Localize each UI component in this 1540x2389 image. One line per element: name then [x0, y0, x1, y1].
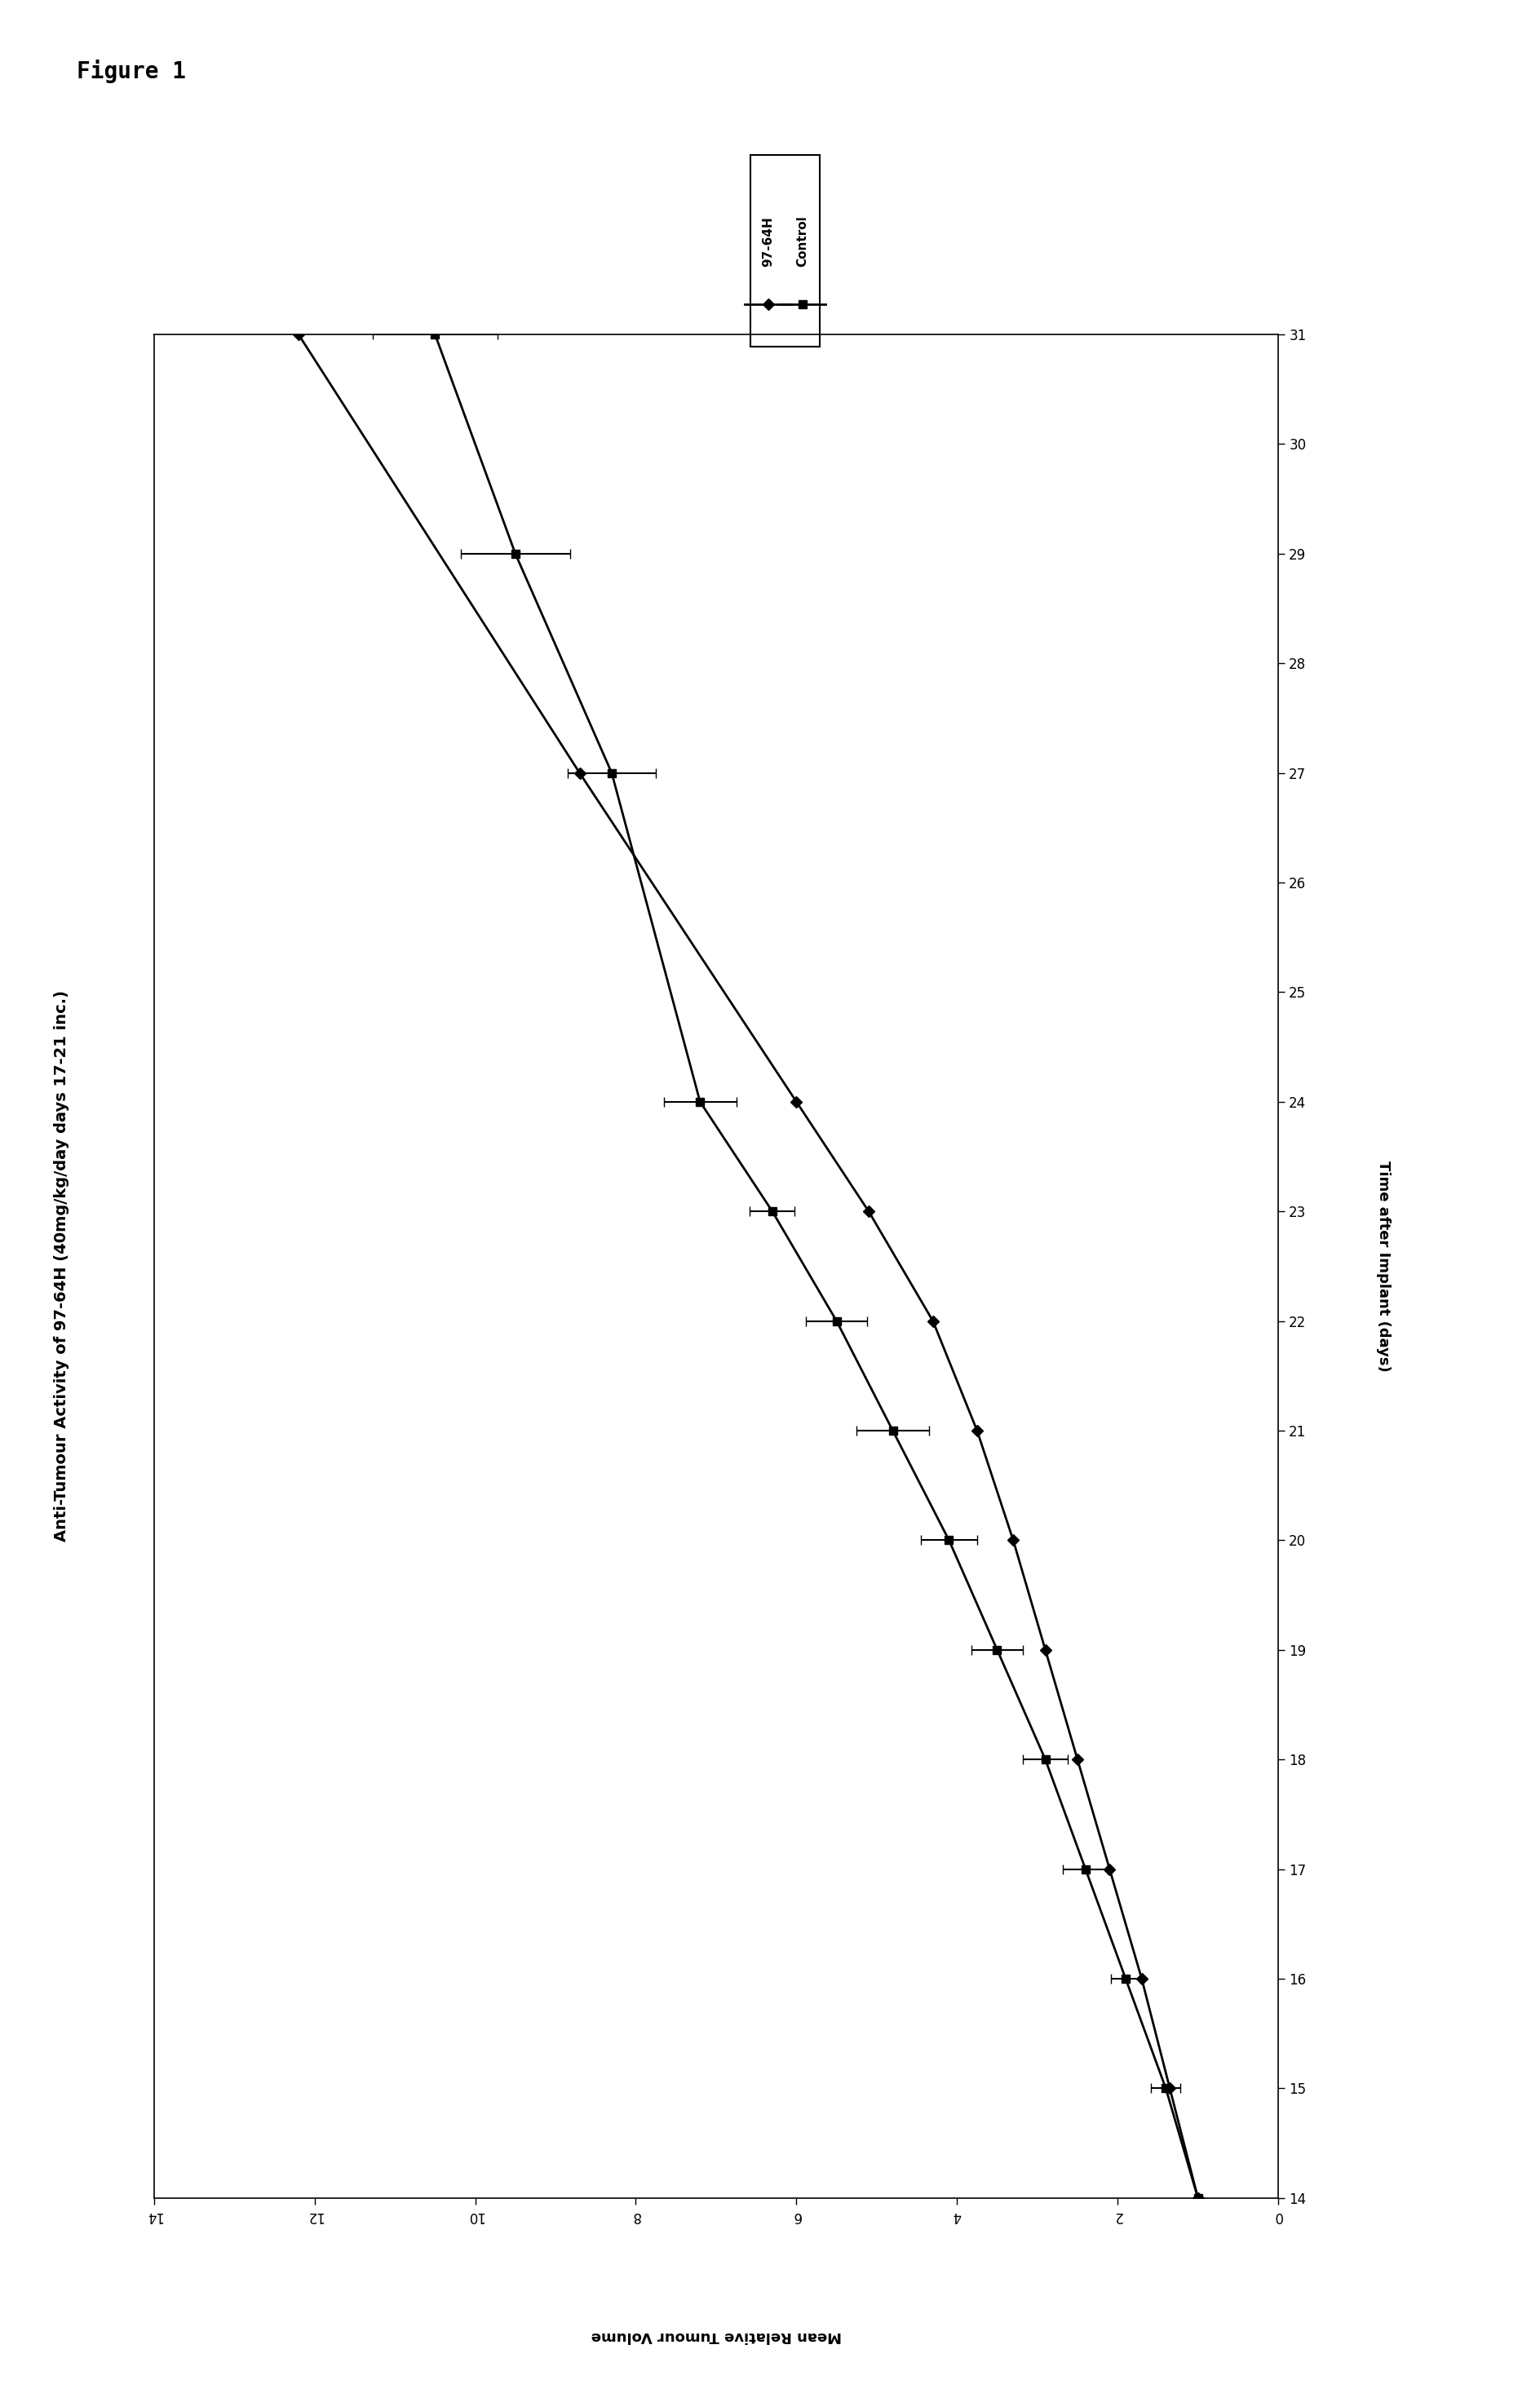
Control	[1116, 1964, 1135, 1992]
Control	[427, 320, 445, 349]
X-axis label: Mean Relative Tumour Volume: Mean Relative Tumour Volume	[591, 2329, 841, 2344]
Control	[602, 760, 621, 788]
97-64H	[1161, 2074, 1180, 2102]
Text: Anti-Tumour Activity of 97-64H (40mg/kg/day days 17-21 inc.): Anti-Tumour Activity of 97-64H (40mg/kg/…	[54, 991, 69, 1541]
Control	[1157, 2074, 1175, 2102]
97-64H	[859, 1197, 878, 1226]
Line: 97-64H: 97-64H	[294, 330, 1201, 2203]
Text: Figure 1: Figure 1	[77, 60, 186, 84]
97-64H	[1036, 1636, 1055, 1665]
Y-axis label: Time after Implant (days): Time after Implant (days)	[1375, 1161, 1391, 1371]
Control	[764, 1197, 782, 1226]
Control	[1189, 2184, 1207, 2212]
Control	[1076, 1854, 1095, 1883]
Text: 97-64H: 97-64H	[762, 215, 775, 268]
97-64H	[1100, 1854, 1118, 1883]
Text: Control: Control	[796, 215, 809, 268]
97-64H	[290, 320, 308, 349]
Control	[1036, 1744, 1055, 1773]
Control	[827, 1307, 845, 1335]
Line: Control: Control	[431, 330, 1201, 2203]
Control	[884, 1417, 902, 1445]
97-64H	[787, 1087, 805, 1116]
97-64H	[967, 1417, 986, 1445]
97-64H	[570, 760, 588, 788]
97-64H	[924, 1307, 942, 1335]
97-64H	[1189, 2184, 1207, 2212]
97-64H	[1004, 1527, 1023, 1555]
97-64H	[1069, 1744, 1087, 1773]
Control	[691, 1087, 710, 1116]
97-64H	[1132, 1964, 1150, 1992]
Control	[989, 1636, 1007, 1665]
Control	[939, 1527, 958, 1555]
Control	[507, 540, 525, 569]
